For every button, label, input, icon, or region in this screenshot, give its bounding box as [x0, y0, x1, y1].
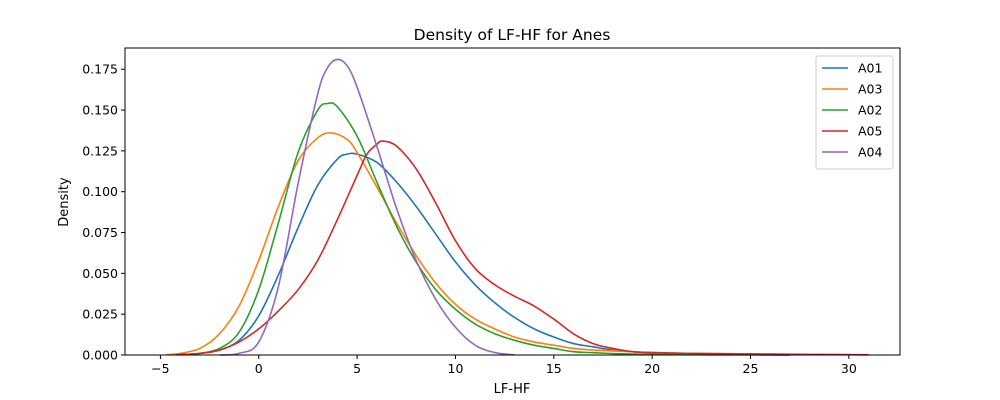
x-tick-label: 20	[644, 361, 660, 376]
chart-title: Density of LF-HF for Anes	[414, 26, 611, 44]
series-layer	[166, 58, 869, 356]
y-tick-label: 0.125	[82, 143, 118, 158]
y-tick-label: 0.050	[82, 266, 118, 281]
plot-frame	[124, 47, 901, 356]
legend-label-a02: A02	[858, 103, 882, 118]
x-axis: −5 0 5 10 15 20 25 30	[151, 355, 857, 376]
y-tick-label: 0.075	[82, 225, 118, 240]
x-tick-label: 25	[743, 361, 759, 376]
y-tick-label: 0.025	[82, 307, 118, 322]
y-tick-label: 0.000	[82, 348, 118, 363]
x-tick-label: 0	[255, 361, 263, 376]
legend-label-a03: A03	[858, 82, 882, 97]
x-tick-label: 30	[841, 361, 857, 376]
x-tick-label: −5	[151, 361, 169, 376]
series-line-a03	[166, 132, 869, 356]
x-tick-label: 10	[448, 361, 464, 376]
y-tick-label: 0.175	[82, 62, 118, 77]
legend-box	[815, 55, 894, 170]
series-line-a04	[219, 58, 515, 356]
legend: A01 A03 A02 A05 A04	[815, 55, 894, 170]
series-line-a02	[180, 102, 790, 356]
y-axis-title: Density	[57, 177, 72, 227]
legend-label-a04: A04	[858, 145, 883, 160]
x-tick-label: 15	[546, 361, 562, 376]
x-tick-label: 5	[353, 361, 361, 376]
y-tick-label: 0.100	[82, 184, 118, 199]
x-axis-title: LF-HF	[494, 382, 531, 397]
y-axis: 0.000 0.025 0.050 0.075 0.100 0.125 0.150 0.175	[82, 62, 125, 363]
series-line-a05	[176, 140, 869, 356]
y-tick-label: 0.150	[82, 103, 118, 118]
legend-label-a01: A01	[858, 61, 882, 76]
legend-label-a05: A05	[858, 124, 882, 139]
